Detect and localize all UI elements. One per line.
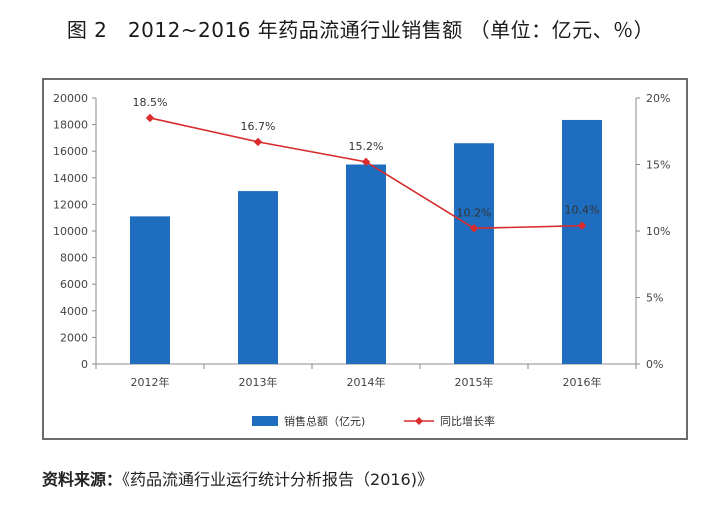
left-tick-label: 20000 [53,92,88,105]
right-tick-label: 10% [646,225,670,238]
growth-rate-data-label: 18.5% [133,96,168,109]
left-tick-label: 16000 [53,145,88,158]
growth-rate-point [469,224,479,233]
bar-sales-2016 [562,119,602,364]
growth-rate-data-label: 10.4% [565,204,600,217]
growth-rate-point [145,113,155,123]
bar-sales-2015 [454,143,494,364]
legend-swatch-growth-marker [415,417,423,425]
left-tick-label: 4000 [60,305,88,318]
left-tick-label: 6000 [60,278,88,291]
right-tick-label: 0% [646,358,663,371]
left-tick-label: 10000 [53,225,88,238]
growth-rate-data-label: 16.7% [241,120,276,133]
source-label: 资料来源： [42,470,123,489]
chart-plot: 0 2000 4000 6000 8000 10000 12000 14000 16000 180… [53,92,670,428]
bar-sales-2012 [130,216,170,364]
x-tick-label: 2012年 [131,375,170,389]
growth-rate-data-label: 15.2% [349,140,384,153]
growth-rate-point [361,157,371,167]
source-text: 《药品流通行业运行统计分析报告（2016)》 [122,470,433,489]
legend-label-sales: 销售总额（亿元) [284,414,365,428]
x-tick-label: 2013年 [239,375,278,389]
right-tick-label: 20% [646,92,670,105]
right-tick-label: 5% [646,292,663,305]
legend-swatch-sales [252,416,278,426]
growth-rate-point [253,137,263,147]
left-tick-label: 12000 [53,198,88,211]
source-note: 资料来源：《药品流通行业运行统计分析报告（2016)》 [42,466,433,490]
left-tick-label: 8000 [60,252,88,265]
legend-label-growth: 同比增长率 [440,414,495,428]
x-tick-label: 2014年 [347,375,386,389]
bar-sales-2013 [238,191,278,364]
chart-frame: 0 2000 4000 6000 8000 10000 12000 14000 16000 180… [42,78,688,440]
left-tick-label: 2000 [60,331,88,344]
left-tick-label: 18000 [53,119,88,132]
right-tick-label: 15% [646,159,670,172]
left-tick-label: 0 [81,358,88,371]
growth-rate-data-label: 10.2% [457,206,492,219]
left-tick-label: 14000 [53,172,88,185]
growth-rate-point [577,221,587,230]
chart-title: 图 2 2012~2016 年药品流通行业销售额 （单位：亿元、％） [66,18,655,42]
x-tick-label: 2015年 [455,375,494,389]
bar-sales-2014 [346,164,386,364]
x-tick-label: 2016年 [563,375,602,389]
